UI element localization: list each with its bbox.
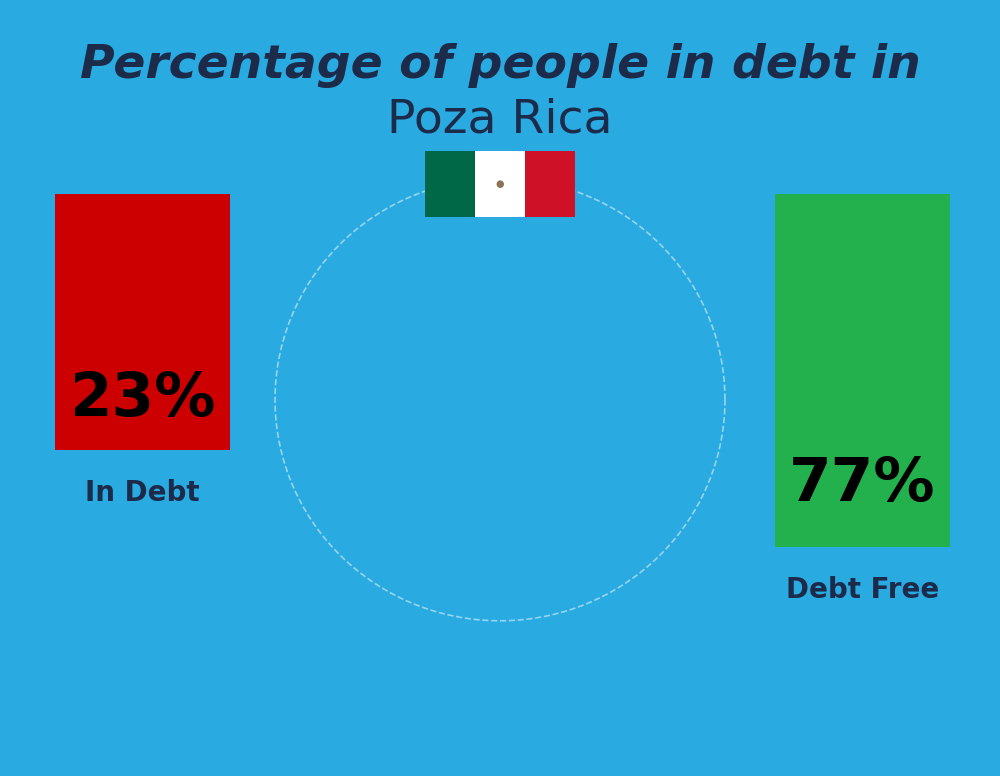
Text: 77%: 77% <box>789 456 936 514</box>
FancyBboxPatch shape <box>55 194 230 450</box>
Text: ●: ● <box>496 179 504 189</box>
Text: Poza Rica: Poza Rica <box>387 98 613 143</box>
Text: Percentage of people in debt in: Percentage of people in debt in <box>80 43 920 88</box>
FancyBboxPatch shape <box>525 151 575 217</box>
Text: 23%: 23% <box>69 370 216 429</box>
Text: In Debt: In Debt <box>85 479 200 507</box>
Text: Debt Free: Debt Free <box>786 576 939 604</box>
FancyBboxPatch shape <box>425 151 475 217</box>
FancyBboxPatch shape <box>775 194 950 547</box>
FancyBboxPatch shape <box>475 151 525 217</box>
